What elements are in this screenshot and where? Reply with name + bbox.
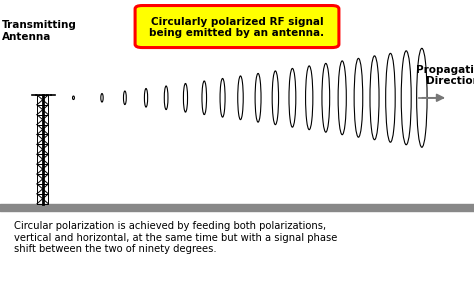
Text: Transmitting
Antenna: Transmitting Antenna <box>2 20 77 42</box>
Text: Circularly polarized RF signal
being emitted by an antenna.: Circularly polarized RF signal being emi… <box>149 17 325 38</box>
Text: Circular polarization is achieved by feeding both polarizations,
vertical and ho: Circular polarization is achieved by fee… <box>14 221 337 255</box>
FancyBboxPatch shape <box>135 5 339 48</box>
Text: Propagation
Direction: Propagation Direction <box>417 65 474 86</box>
